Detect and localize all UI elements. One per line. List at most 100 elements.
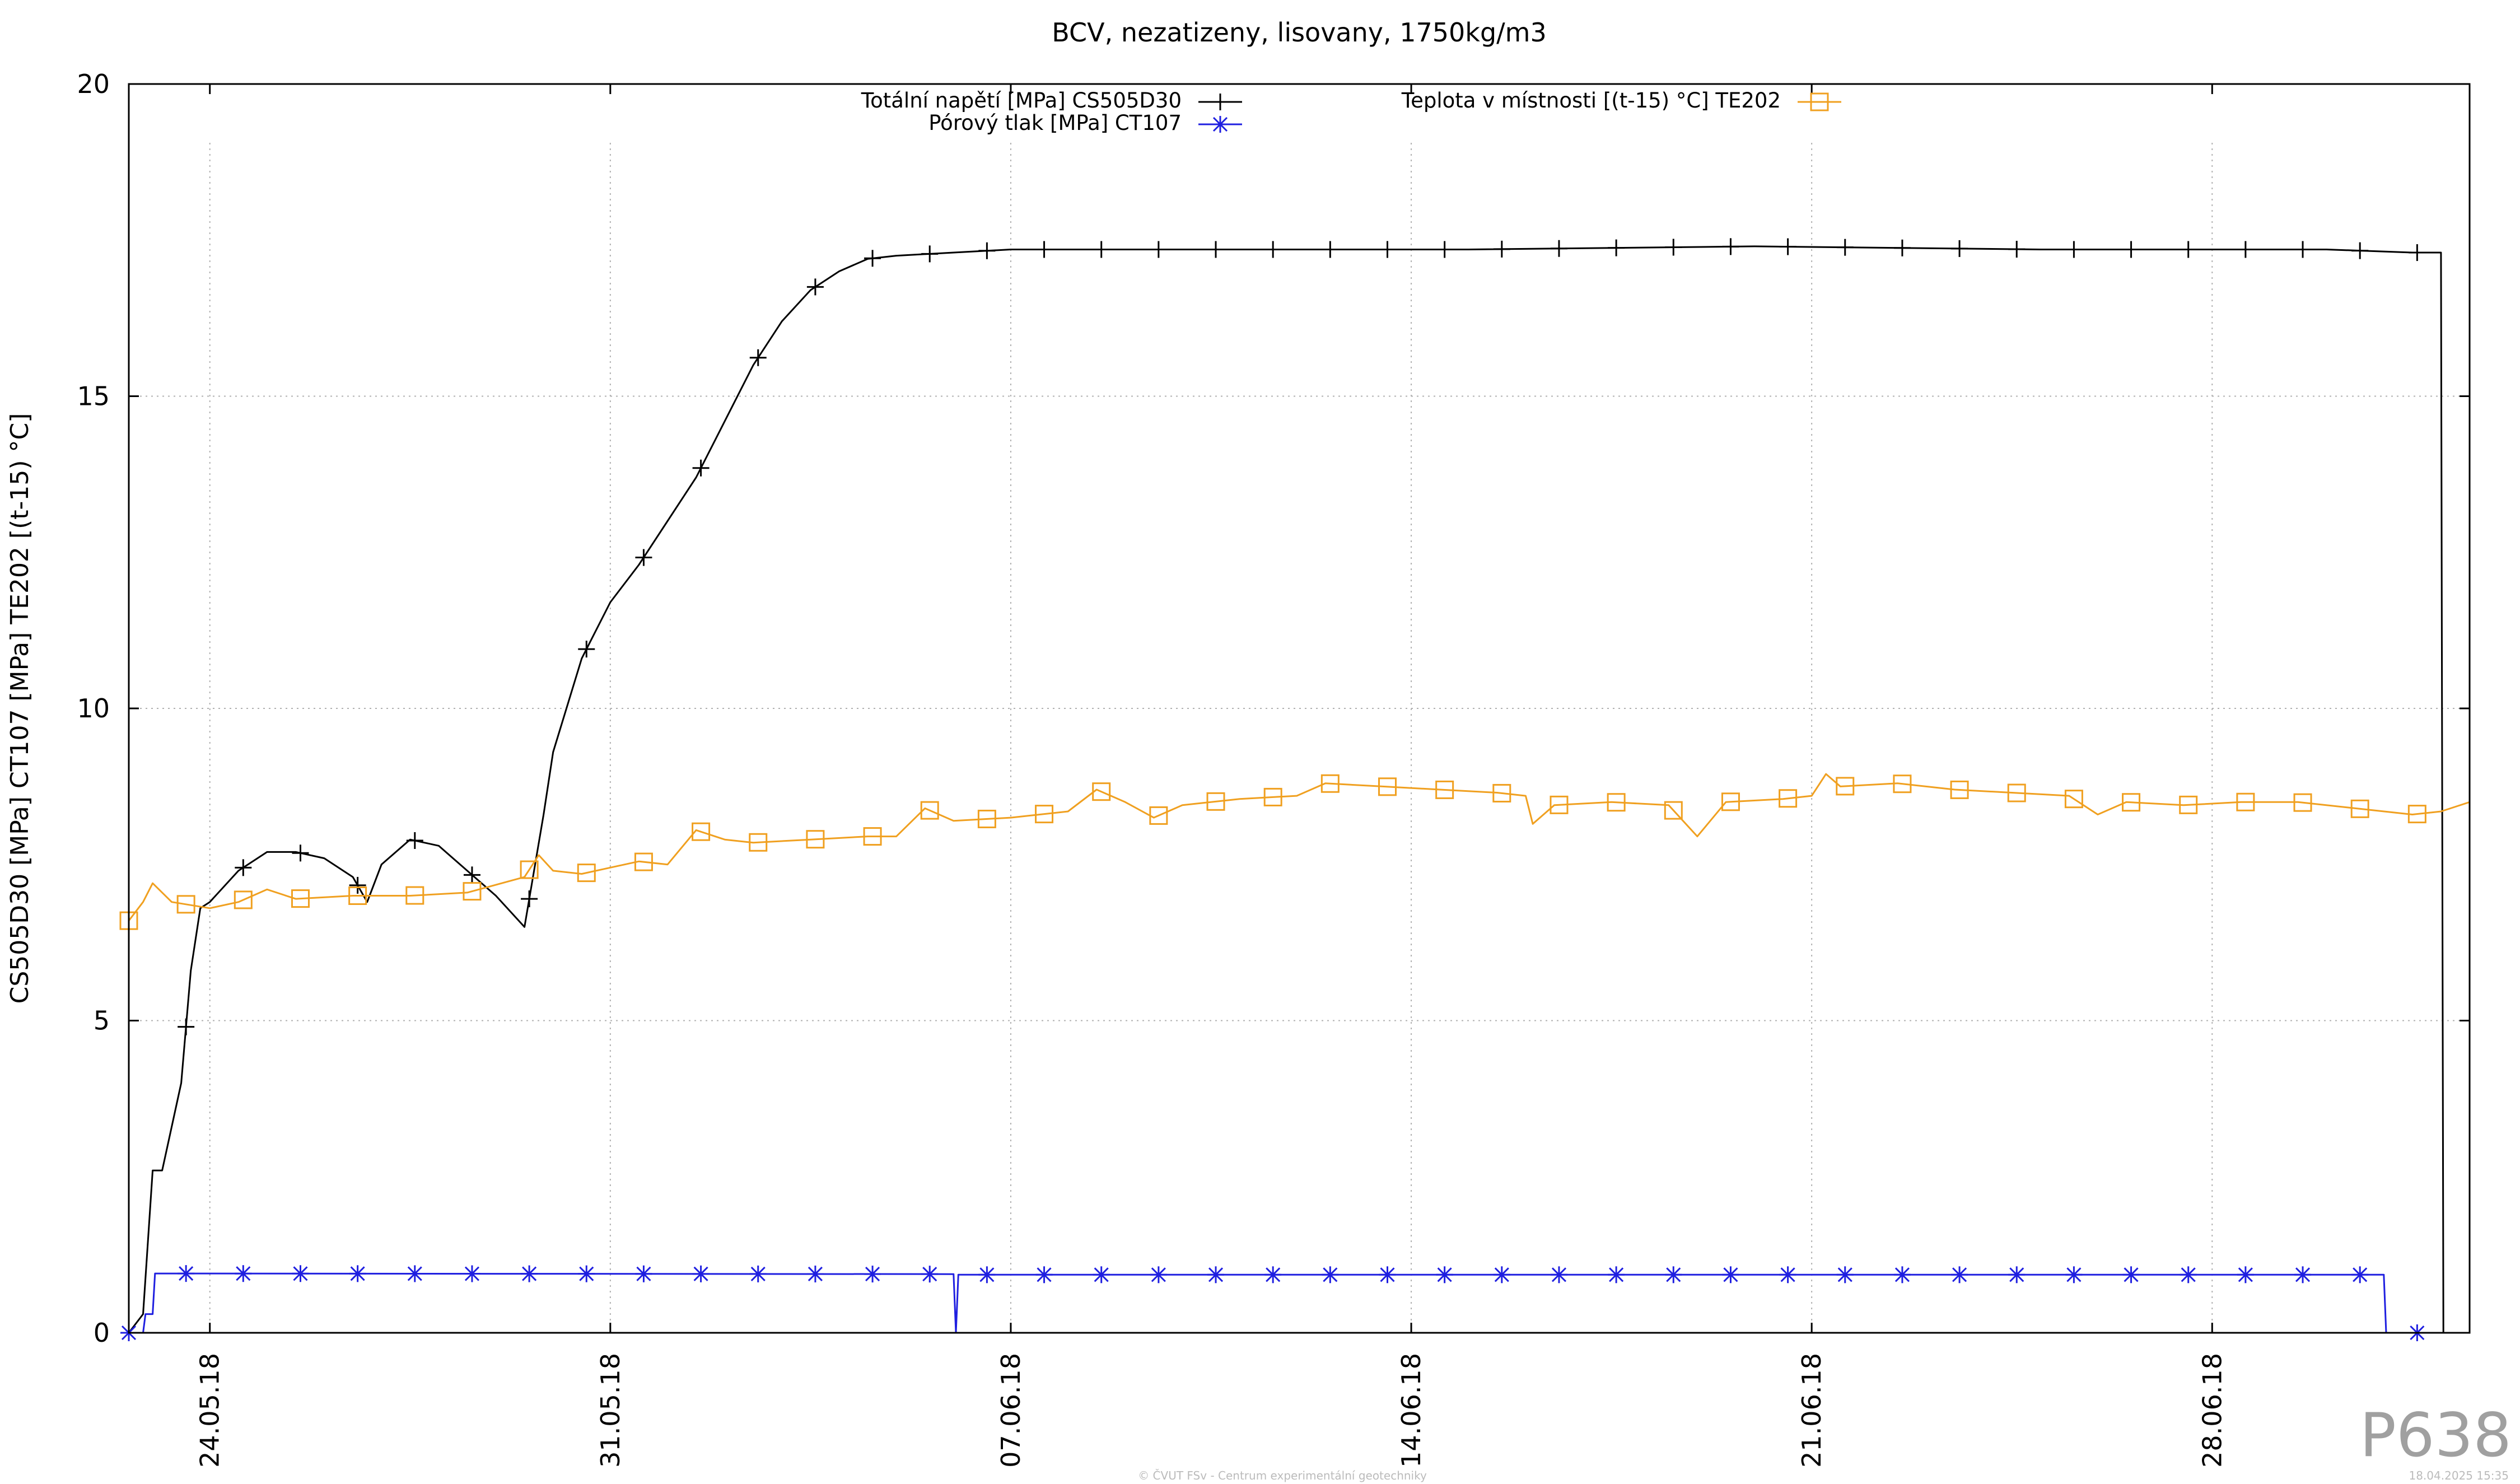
marker-stroke <box>2122 793 2141 812</box>
square-marker <box>291 889 310 908</box>
plus-marker <box>2294 241 2312 258</box>
series-layer <box>119 238 2470 1341</box>
marker-stroke <box>2236 792 2255 811</box>
marker-stroke <box>1208 1267 1224 1282</box>
marker-stroke <box>1721 792 1740 811</box>
asterisk-marker <box>1436 1266 1453 1284</box>
marker-stroke <box>348 886 367 905</box>
x-tick-label: 24.05.18 <box>195 1353 225 1468</box>
marker-stroke <box>176 895 195 914</box>
marker-stroke <box>1779 789 1798 808</box>
asterisk-marker <box>692 1265 710 1282</box>
asterisk-marker <box>2180 1266 2197 1284</box>
marker-stroke <box>236 1266 251 1281</box>
series-square <box>119 773 2470 930</box>
marker-stroke <box>2066 1267 2082 1282</box>
square-marker <box>749 833 768 852</box>
square-marker <box>1550 795 1569 814</box>
asterisk-marker <box>1035 1266 1053 1284</box>
asterisk-marker <box>1722 1266 1739 1284</box>
marker-stroke <box>863 827 882 846</box>
square-marker <box>1721 792 1740 811</box>
marker-stroke <box>1836 777 1855 796</box>
plus-marker <box>1779 238 1796 255</box>
y-tick-label: 0 <box>94 1318 110 1348</box>
plus-marker <box>2122 241 2140 258</box>
asterisk-marker <box>1665 1266 1682 1284</box>
marker-stroke <box>1664 801 1683 820</box>
legend-item: Pórový tlak [MPa] CT107 <box>928 111 1242 135</box>
plus-marker <box>1436 241 1453 258</box>
square-marker <box>977 809 996 828</box>
plus-marker <box>1035 241 1053 258</box>
plus-marker <box>178 1018 195 1035</box>
y-tick-label: 20 <box>77 69 110 99</box>
square-marker <box>920 801 939 820</box>
marker-stroke <box>2181 1267 2196 1282</box>
marker-stroke <box>2407 805 2426 824</box>
plus-marker <box>806 278 824 296</box>
plus-marker <box>2065 241 2083 258</box>
timestamp-text: 18.04.2025 15:35 <box>2409 1469 2509 1482</box>
marker-stroke <box>1894 1267 1910 1282</box>
marker-stroke <box>1837 1267 1852 1282</box>
asterisk-marker <box>2008 1266 2026 1284</box>
marker-stroke <box>1206 792 1225 811</box>
marker-stroke <box>1952 1267 1967 1282</box>
asterisk-marker <box>1951 1266 1968 1284</box>
marker-stroke <box>2238 1267 2253 1282</box>
asterisk-marker <box>1322 1266 1339 1284</box>
marker-stroke <box>522 1266 537 1281</box>
square-marker <box>1779 789 1798 808</box>
asterisk-marker <box>1608 1266 1625 1284</box>
asterisk-marker <box>864 1266 881 1283</box>
legend-item: Totální napětí [MPa] CS505D30 <box>861 88 1242 113</box>
square-marker <box>1664 801 1683 820</box>
plus-marker <box>521 890 538 908</box>
plus-marker <box>578 641 595 658</box>
square-marker <box>1035 805 1054 824</box>
square-marker <box>2007 783 2026 802</box>
plus-marker <box>1665 239 1682 256</box>
asterisk-marker <box>749 1265 767 1282</box>
marker-stroke <box>920 801 939 820</box>
square-marker <box>234 890 253 909</box>
legend-label: Teplota v místnosti [(t-15) °C] TE202 <box>1401 88 1781 113</box>
plus-marker <box>749 349 767 366</box>
asterisk-marker <box>463 1265 480 1282</box>
plus-marker <box>2008 241 2026 258</box>
marker-stroke <box>922 1267 937 1282</box>
marker-stroke <box>1607 793 1626 812</box>
square-marker <box>634 852 653 871</box>
square-marker <box>806 830 825 849</box>
plus-marker <box>1322 241 1339 258</box>
marker-stroke <box>2007 783 2026 802</box>
asterisk-marker <box>1893 1266 1911 1284</box>
plus-marker <box>1608 239 1625 256</box>
legend-item: Teplota v místnosti [(t-15) °C] TE202 <box>1401 88 1841 113</box>
marker-stroke <box>2064 790 2083 809</box>
square-marker <box>1435 780 1454 799</box>
asterisk-marker <box>235 1265 252 1282</box>
marker-stroke <box>1893 774 1912 794</box>
marker-stroke <box>1609 1267 1624 1282</box>
marker-stroke <box>806 830 825 849</box>
asterisk-marker <box>292 1265 309 1282</box>
plus-marker <box>406 832 423 850</box>
asterisk-marker <box>578 1265 595 1282</box>
plus-marker <box>2180 241 2197 258</box>
plus-marker <box>921 245 939 263</box>
asterisk-marker <box>1836 1266 1854 1284</box>
marker-stroke <box>2124 1267 2139 1282</box>
marker-stroke <box>1092 782 1111 801</box>
marker-stroke <box>1263 787 1282 806</box>
x-tick-label: 28.06.18 <box>2197 1353 2227 1468</box>
chart-title: BCV, nezatizeny, lisovany, 1750kg/m3 <box>1052 17 1546 48</box>
square-marker <box>1263 787 1282 806</box>
asterisk-marker <box>178 1265 195 1282</box>
plus-marker <box>1093 241 1110 258</box>
square-marker <box>520 860 539 879</box>
marker-stroke <box>1437 1267 1452 1282</box>
